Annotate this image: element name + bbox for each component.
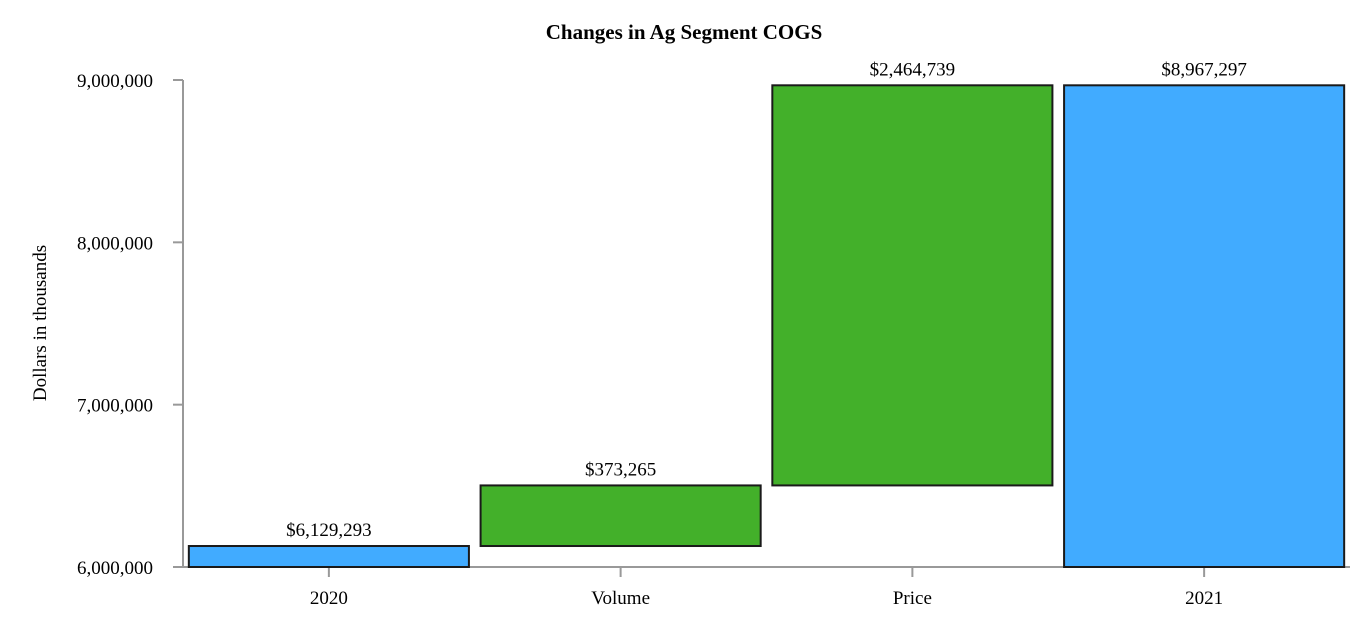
y-axis: 6,000,000 7,000,000 8,000,000 9,000,000: [77, 71, 184, 579]
bar-volume: $373,265: [479, 459, 762, 548]
x-tick-label-2021: 2021: [1185, 588, 1223, 609]
bar-value-label: $373,265: [585, 459, 656, 480]
x-axis: 2020 Volume Price 2021: [175, 566, 1350, 609]
bar-2021: $8,967,297: [1063, 59, 1346, 569]
bar-rect: [479, 484, 762, 548]
x-tick-label-volume: Volume: [591, 588, 650, 609]
bar-rect: [1063, 84, 1346, 569]
x-tick-label-price: Price: [893, 588, 932, 609]
bar-rect: [771, 84, 1054, 487]
y-tick-label: 9,000,000: [77, 71, 153, 92]
y-tick-label: 8,000,000: [77, 233, 153, 254]
bar-value-label: $2,464,739: [870, 59, 956, 80]
chart-title: Changes in Ag Segment COGS: [546, 20, 823, 44]
bar-2020: $6,129,293: [187, 520, 470, 568]
y-tick-label: 7,000,000: [77, 396, 153, 417]
y-axis-title: Dollars in thousands: [30, 245, 51, 401]
bars: $6,129,293 $373,265 $2,464,739 $8,967,297: [187, 59, 1346, 569]
bar-price: $2,464,739: [771, 59, 1054, 487]
bar-value-label: $6,129,293: [286, 520, 372, 541]
bar-value-label: $8,967,297: [1161, 59, 1247, 80]
y-tick-label: 6,000,000: [77, 558, 153, 579]
x-tick-label-2020: 2020: [310, 588, 348, 609]
bar-rect: [187, 545, 470, 568]
